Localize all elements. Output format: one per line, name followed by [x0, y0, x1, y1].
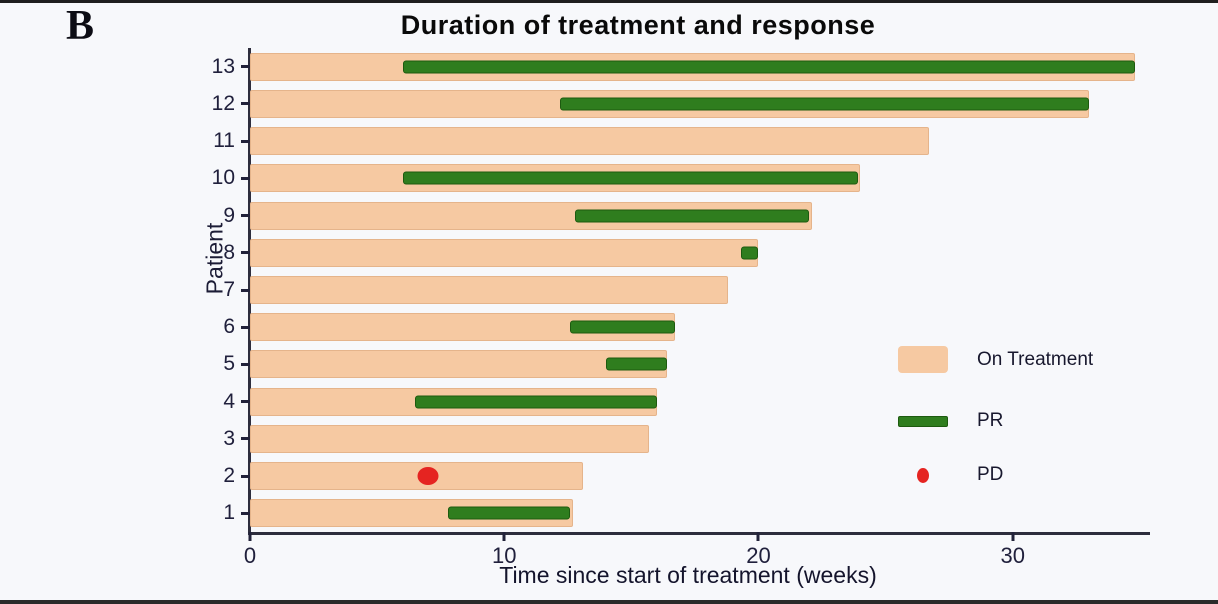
patient-row: [250, 234, 1150, 271]
x-tick-label: 30: [1000, 543, 1025, 568]
pr-bar: [402, 60, 1135, 74]
y-tick-label: 6: [223, 315, 235, 339]
y-tick-mark: [241, 288, 250, 292]
y-tick-mark: [241, 437, 250, 441]
patient-row: [250, 383, 1150, 420]
y-tick-mark: [241, 251, 250, 255]
y-tick-mark: [241, 362, 250, 366]
y-tick-labels: 13 12 11 10 9 8 7 6 5 4 3 2 1: [200, 48, 250, 532]
patient-row: [250, 420, 1150, 457]
x-tick-mark: [756, 532, 760, 541]
on-treatment-bar: [250, 462, 584, 491]
legend-label-pd: PD: [977, 464, 1004, 485]
y-tick-label: 4: [223, 389, 235, 413]
y-tick-label: 12: [211, 91, 235, 115]
pr-bar: [448, 506, 571, 520]
legend-item-pr: PR: [898, 410, 1003, 432]
patient-row: [250, 122, 1150, 159]
y-tick-mark: [241, 139, 250, 143]
chart-title: Duration of treatment and response: [400, 10, 876, 40]
y-tick-mark: [241, 102, 250, 106]
patient-row: [250, 48, 1150, 85]
y-tick-label: 13: [211, 54, 235, 78]
x-tick-labels: 0 10 20 30: [244, 532, 1150, 572]
y-tick-mark: [241, 65, 250, 69]
y-tick-mark: [241, 400, 250, 404]
legend-item-on-treatment: On Treatment: [898, 346, 1093, 373]
pr-bar: [415, 395, 657, 409]
x-tick-label: 0: [243, 543, 257, 568]
bottom-edge-line: [0, 600, 1218, 604]
on-treatment-bar: [250, 238, 759, 267]
top-edge-line: [0, 0, 1218, 3]
y-axis-line: [248, 48, 251, 535]
pr-bar: [740, 246, 759, 260]
panel-label: B: [66, 3, 95, 49]
y-tick-label: 1: [223, 501, 235, 525]
pr-bar: [570, 320, 675, 334]
patient-row: [250, 309, 1150, 346]
legend-label-pr: PR: [977, 410, 1004, 431]
patient-row: [250, 160, 1150, 197]
x-axis-line: [248, 532, 1150, 535]
y-tick-label: 11: [213, 129, 235, 153]
bars-layer: [250, 48, 1150, 532]
patient-row: [250, 85, 1150, 122]
y-tick-mark: [241, 511, 250, 515]
y-tick-label: 7: [223, 278, 235, 301]
x-tick-label: 20: [746, 543, 771, 568]
y-tick-mark: [241, 214, 250, 218]
pr-bar: [605, 357, 667, 371]
x-tick-mark: [1011, 532, 1015, 541]
on-treatment-bar: [250, 275, 728, 304]
on-treatment-bar: [250, 350, 667, 379]
plot-area: 13 12 11 10 9 8 7 6 5 4 3 2 1 0 10 20 30: [212, 48, 1150, 568]
y-tick-label: 3: [223, 426, 235, 450]
y-tick-label: 2: [223, 464, 235, 488]
y-tick-mark: [241, 176, 250, 180]
x-tick-mark: [502, 532, 506, 541]
y-tick-label: 9: [223, 203, 235, 227]
y-tick-label: 10: [211, 166, 235, 190]
on-treatment-bar: [250, 424, 650, 453]
patient-row: [250, 346, 1150, 383]
pd-dot: [417, 467, 439, 486]
pr-bar: [560, 97, 1089, 111]
pr-bar: [402, 171, 858, 185]
patient-row: [250, 197, 1150, 234]
x-axis-label: Time since start of treatment (weeks): [499, 562, 877, 588]
pr-swatch: [898, 415, 948, 427]
y-tick-mark: [241, 474, 250, 478]
x-tick-label: 10: [491, 543, 517, 568]
legend-label-on-treatment: On Treatment: [977, 348, 1094, 370]
x-tick-mark: [248, 532, 252, 541]
on-treatment-bar: [250, 127, 929, 156]
y-tick-label: 8: [223, 240, 235, 264]
patient-row: [250, 458, 1150, 495]
pr-bar: [575, 209, 810, 223]
y-tick-mark: [241, 325, 250, 329]
y-tick-label: 5: [223, 352, 235, 376]
patient-row: [250, 495, 1150, 532]
pd-swatch: [917, 467, 929, 483]
legend-item-pd: PD: [898, 464, 1003, 486]
on-treatment-swatch: [898, 346, 948, 373]
patient-row: [250, 271, 1150, 308]
